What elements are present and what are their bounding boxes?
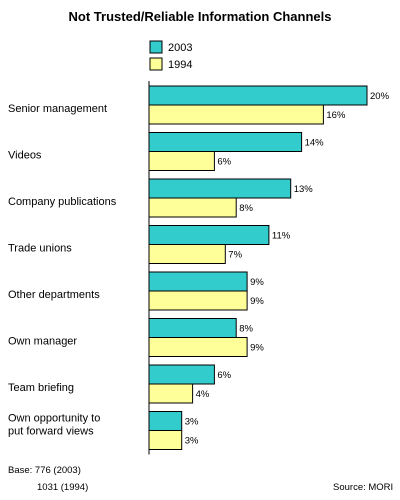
bar-2003-6 bbox=[148, 364, 215, 385]
bar-2003-7 bbox=[148, 411, 183, 431]
value-label-2003-5: 8% bbox=[239, 324, 253, 335]
base-note-2003: Base: 776 (2003) bbox=[8, 465, 81, 476]
value-label-2003-6: 6% bbox=[217, 370, 231, 381]
category-label-6: Team briefing bbox=[8, 382, 74, 394]
chart-title: Not Trusted/Reliable Information Channel… bbox=[68, 9, 332, 24]
category-label-7-0: Own opportunity to bbox=[8, 413, 100, 425]
bar-2003-0 bbox=[148, 85, 368, 106]
legend-label-2003: 2003 bbox=[168, 42, 192, 54]
bar-1994-4 bbox=[148, 290, 248, 311]
bar-2003-5 bbox=[148, 318, 237, 338]
legend-swatch-1994 bbox=[149, 57, 163, 71]
value-label-1994-0: 16% bbox=[326, 110, 346, 121]
value-label-2003-1: 14% bbox=[305, 138, 325, 149]
bar-2003-1 bbox=[148, 132, 303, 152]
value-label-2003-2: 13% bbox=[294, 184, 314, 195]
bar-1994-3 bbox=[148, 244, 226, 264]
base-note-1994: 1031 (1994) bbox=[37, 482, 89, 493]
bar-1994-7 bbox=[148, 430, 183, 450]
value-label-1994-3: 7% bbox=[228, 250, 242, 261]
source-note: Source: MORI bbox=[333, 482, 394, 493]
bar-2003-2 bbox=[148, 178, 292, 199]
category-label-4: Other departments bbox=[8, 289, 100, 301]
category-label-5: Own manager bbox=[8, 336, 77, 348]
bar-1994-6 bbox=[148, 383, 194, 404]
value-label-2003-3: 11% bbox=[272, 231, 291, 242]
bar-1994-1 bbox=[148, 151, 215, 171]
bar-1994-0 bbox=[148, 104, 324, 125]
bar-2003-3 bbox=[148, 225, 270, 245]
category-label-7-1: put forward views bbox=[8, 426, 94, 438]
value-label-1994-4: 9% bbox=[250, 296, 264, 307]
legend-swatch-2003 bbox=[149, 40, 163, 54]
value-label-1994-2: 8% bbox=[239, 203, 253, 214]
bar-2003-4 bbox=[148, 271, 248, 292]
bar-1994-5 bbox=[148, 337, 248, 357]
value-label-1994-5: 9% bbox=[250, 343, 264, 354]
value-label-1994-1: 6% bbox=[217, 157, 231, 168]
value-label-1994-7: 3% bbox=[185, 436, 199, 447]
value-label-2003-4: 9% bbox=[250, 277, 264, 288]
bar-1994-2 bbox=[148, 197, 237, 218]
category-label-1: Videos bbox=[8, 150, 42, 162]
category-label-3: Trade unions bbox=[8, 243, 72, 255]
category-label-2: Company publications bbox=[8, 196, 117, 208]
category-label-0: Senior management bbox=[8, 103, 107, 115]
value-label-2003-7: 3% bbox=[185, 417, 199, 428]
value-label-2003-0: 20% bbox=[370, 91, 390, 102]
value-label-1994-6: 4% bbox=[196, 389, 210, 400]
legend-label-1994: 1994 bbox=[168, 59, 192, 71]
